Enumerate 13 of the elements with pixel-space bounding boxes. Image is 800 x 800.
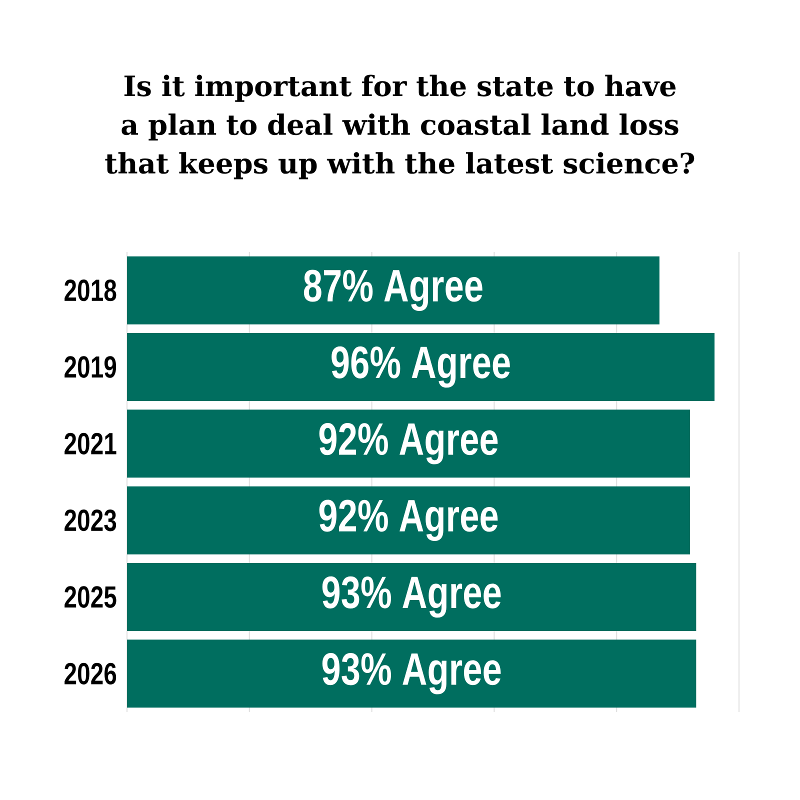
data-label: 92% Agree [319,500,498,541]
data-label: 96% Agree [332,346,510,388]
data-label: 93% Agree [322,576,501,618]
y-tick-label: 2023 [64,509,116,532]
y-tick-label: 2019 [64,356,116,378]
y-tick-label: 2018 [64,279,116,302]
y-tick-label: 2026 [64,662,116,685]
chart-title: Is it important for the state to have a plan to deal with coastal land loss that keeps up with the latest science? [105,74,694,180]
data-label: 92% Agree [319,423,498,464]
data-label: 93% Agree [322,653,501,694]
data-label: 87% Agree [304,270,482,311]
y-tick-label: 2025 [64,586,116,608]
y-tick-label: 2021 [64,432,116,455]
